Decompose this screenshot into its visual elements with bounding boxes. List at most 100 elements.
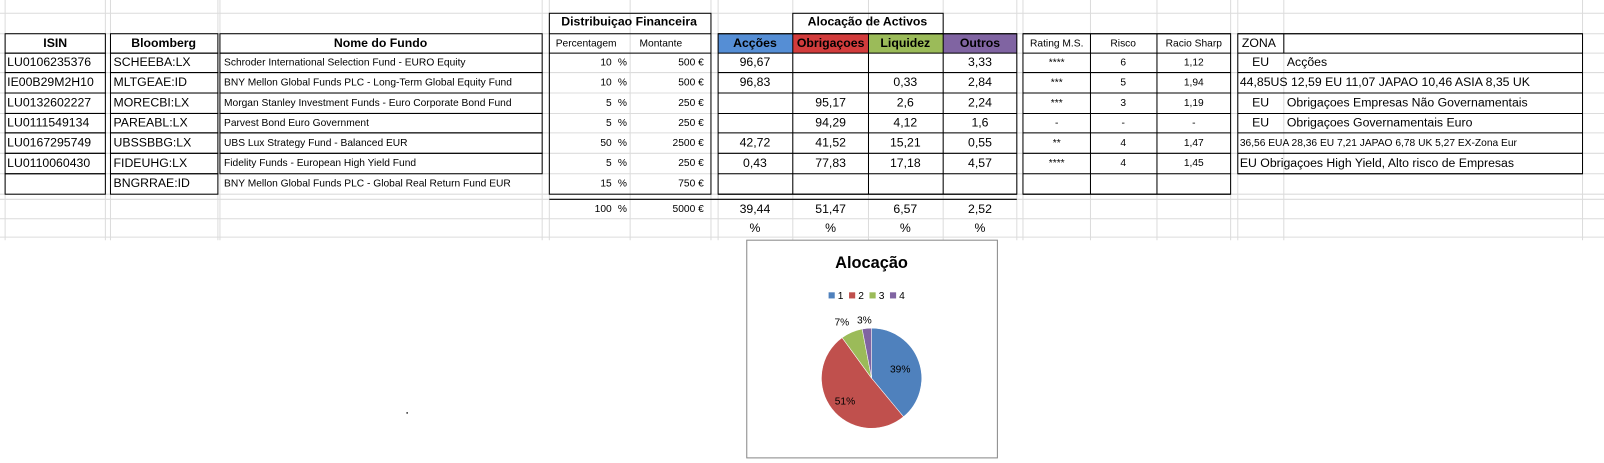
cell-text: LU0167295749 bbox=[7, 135, 91, 149]
cell-text: 15 bbox=[600, 179, 612, 190]
legend-swatch bbox=[889, 292, 897, 299]
column-header: Rating M.S. bbox=[1030, 39, 1083, 50]
unit-text: % bbox=[749, 221, 760, 235]
cell-text: 250 € bbox=[678, 158, 704, 169]
column-header: Acções bbox=[733, 36, 777, 50]
cell-text: 0,33 bbox=[893, 75, 917, 89]
cell-text: Schroder International Selection Fund - … bbox=[224, 58, 466, 69]
cell-text: % bbox=[618, 138, 627, 149]
cell-text: **** bbox=[1049, 158, 1065, 169]
cell-text: **** bbox=[1049, 58, 1065, 69]
cell-text: *** bbox=[1051, 77, 1063, 88]
cell-text: 5 bbox=[606, 98, 612, 109]
cell-text: SCHEEBA:LX bbox=[114, 55, 191, 69]
cell-text: UBS Lux Strategy Fund - Balanced EUR bbox=[224, 138, 408, 149]
cell-text: EU Obrigaçoes High Yield, Alto risco de … bbox=[1240, 156, 1514, 170]
group-header: Distribuiçao Financeira bbox=[561, 15, 697, 29]
cell-text: 95,17 bbox=[815, 95, 846, 109]
cell-text: 4,12 bbox=[893, 115, 917, 129]
cell-border bbox=[109, 173, 219, 195]
cell-text: 96,83 bbox=[740, 75, 771, 89]
cell-text: 1,6 bbox=[971, 115, 988, 129]
cell-text: IE00B29M2H10 bbox=[7, 75, 94, 89]
cell-text: 2500 € bbox=[673, 138, 705, 149]
cell-border bbox=[548, 12, 712, 195]
header-fill bbox=[792, 33, 869, 54]
cell-text: 750 € bbox=[678, 179, 704, 190]
slice-label: 39% bbox=[890, 365, 910, 376]
cell-text: 4 bbox=[1120, 138, 1126, 149]
cell-text: Parvest Bond Euro Government bbox=[224, 118, 369, 129]
legend-label: 1 bbox=[838, 291, 844, 302]
cell-text: LU0111549134 bbox=[7, 115, 89, 129]
header-fills bbox=[718, 33, 1017, 54]
cell-text: 500 € bbox=[678, 77, 704, 88]
cell-text: - bbox=[1192, 118, 1195, 129]
cell-text: Acções bbox=[1287, 55, 1327, 69]
column-header: ZONA bbox=[1242, 36, 1277, 50]
cell-borders bbox=[4, 12, 1584, 200]
cell-text: LU0110060430 bbox=[7, 156, 90, 170]
total-text: 51,47 bbox=[815, 202, 846, 216]
cell-text: 5 bbox=[606, 118, 612, 129]
cell-text: % bbox=[618, 98, 627, 109]
cell-text: 50 bbox=[600, 138, 612, 149]
cell-text: % bbox=[618, 179, 627, 190]
cell-text: LU0132602227 bbox=[7, 95, 91, 109]
legend-label: 3 bbox=[879, 291, 885, 302]
cell-text: LU0106235376 bbox=[7, 55, 91, 69]
cell-text: MLTGEAE:ID bbox=[114, 75, 188, 89]
cell-text: % bbox=[618, 118, 627, 129]
unit-text: % bbox=[900, 221, 911, 235]
cell-text: 44,85US 12,59 EU 11,07 JAPAO 10,46 ASIA … bbox=[1240, 75, 1531, 89]
cell-text: 10 bbox=[600, 77, 612, 88]
cell-text: 2,84 bbox=[968, 75, 992, 89]
legend-swatch bbox=[849, 292, 856, 299]
pie-slice bbox=[821, 337, 904, 429]
cell-text: 1,94 bbox=[1184, 77, 1204, 88]
cell-text: 5 bbox=[1120, 77, 1126, 88]
cell-text: UBSSBBG:LX bbox=[114, 135, 192, 149]
cell-text: EU bbox=[1252, 95, 1269, 109]
header-fill bbox=[868, 33, 944, 54]
column-header: Nome do Fundo bbox=[334, 36, 428, 50]
total-text: % bbox=[618, 204, 627, 215]
cell-text: 0,55 bbox=[968, 135, 992, 149]
slice-label: 3% bbox=[857, 316, 872, 327]
cell-text: 2,24 bbox=[968, 95, 992, 109]
cell-text: 1,47 bbox=[1184, 138, 1204, 149]
slice-label: 51% bbox=[835, 396, 855, 407]
cell-text: BNY Mellon Global Funds PLC - Global Rea… bbox=[224, 179, 511, 190]
column-header: Liquidez bbox=[880, 36, 930, 50]
cell-text: 94,29 bbox=[815, 115, 846, 129]
column-header: Montante bbox=[640, 39, 683, 50]
cell-text: 4 bbox=[1120, 158, 1126, 169]
column-header: Obrigaçoes bbox=[797, 36, 865, 50]
cell-text: 3 bbox=[1120, 98, 1126, 109]
cell-text: - bbox=[1122, 118, 1125, 129]
cell-text: MORECBI:LX bbox=[114, 95, 190, 109]
slice-label: 7% bbox=[835, 318, 850, 329]
cell-text: 1,12 bbox=[1184, 58, 1204, 69]
cell-border bbox=[4, 173, 106, 195]
cell-text: BNY Mellon Global Funds PLC - Long-Term … bbox=[224, 77, 512, 88]
pie: 39% 51% 7% 3% 1 2 3 4 bbox=[821, 291, 922, 429]
cell-text: % bbox=[618, 77, 627, 88]
cell-text: - bbox=[1055, 118, 1058, 129]
legend-swatch bbox=[828, 292, 835, 299]
total-text: 6,57 bbox=[893, 202, 917, 216]
cell-text: PAREABL:LX bbox=[114, 115, 188, 129]
pie-slice bbox=[861, 327, 872, 379]
header-fill bbox=[943, 33, 1017, 54]
cell-text: 3,33 bbox=[968, 55, 992, 69]
column-header: Percentagem bbox=[556, 39, 617, 50]
total-text: 39,44 bbox=[740, 202, 771, 216]
unit-text: % bbox=[825, 221, 836, 235]
cell-text: BNGRRAE:ID bbox=[114, 176, 191, 190]
chart-title: Alocação bbox=[835, 254, 908, 272]
cell-text: % bbox=[618, 158, 627, 169]
pie-slice bbox=[871, 327, 922, 418]
cell-text: 4,57 bbox=[968, 156, 992, 170]
